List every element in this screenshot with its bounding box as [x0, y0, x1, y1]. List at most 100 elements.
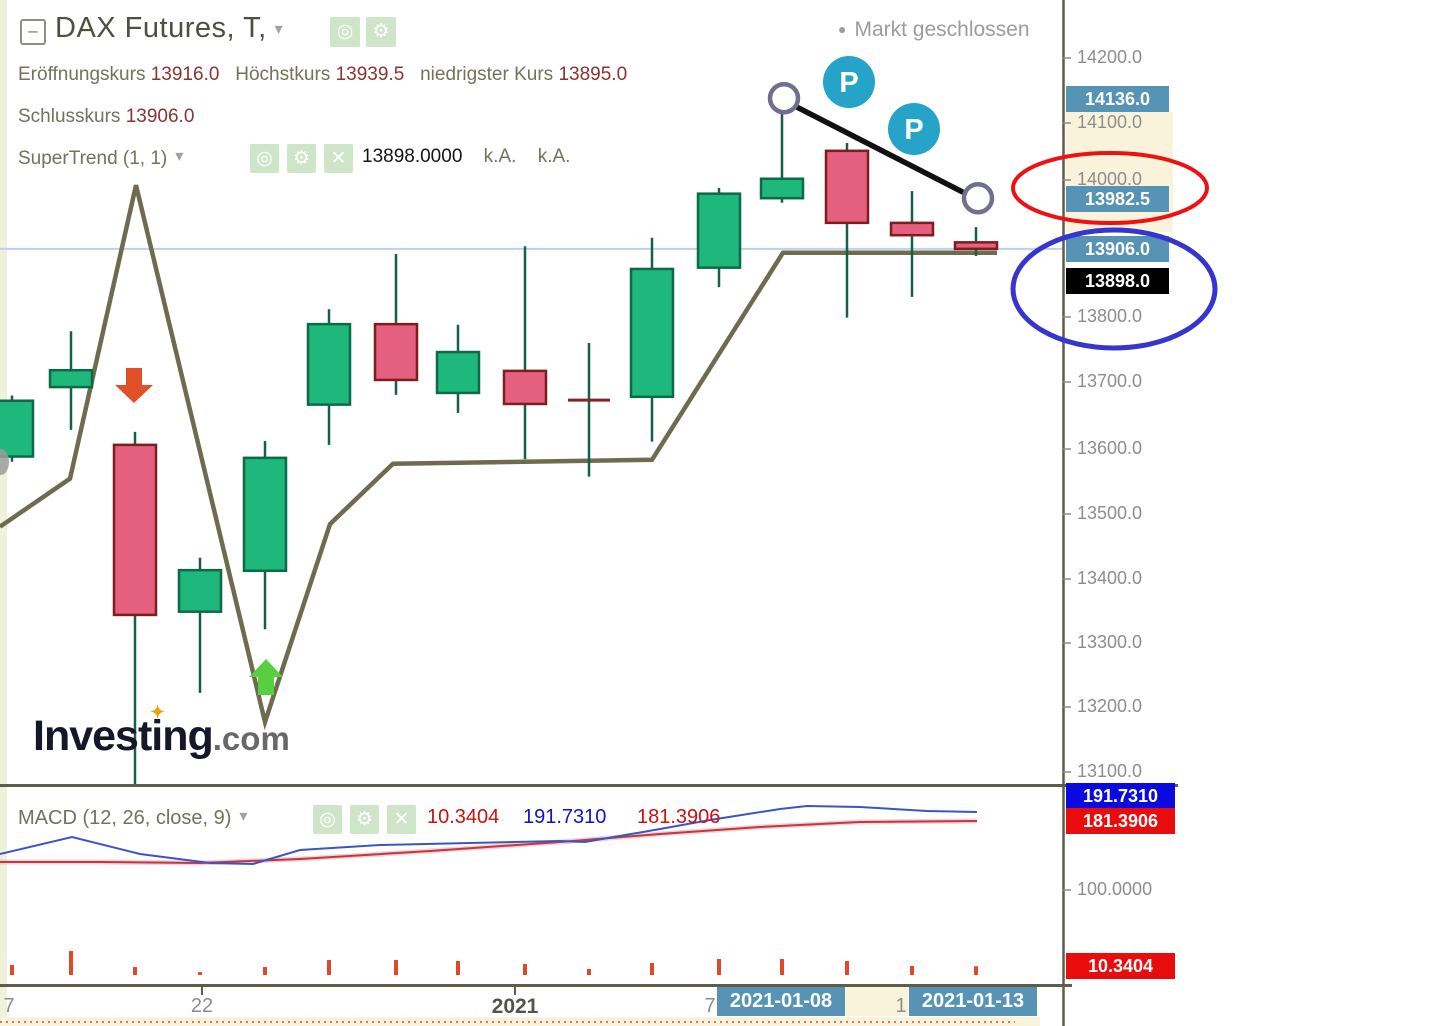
candle — [629, 237, 675, 442]
candle-body — [373, 322, 419, 382]
supertrend-remove-button[interactable]: ✕ — [324, 144, 353, 173]
price-axis-label: 13400.0 — [1077, 568, 1143, 588]
histogram-bar — [10, 964, 14, 975]
candle-body — [306, 322, 352, 406]
price-callout-label: 13906.0 — [1066, 236, 1169, 262]
symbol-dropdown-icon[interactable]: ▾ — [274, 21, 284, 38]
histogram-bar — [650, 962, 654, 975]
trendline-handle[interactable] — [767, 81, 801, 115]
macd-dropdown-icon[interactable]: ▾ — [239, 808, 248, 825]
trendline-handle[interactable] — [961, 181, 995, 215]
price-axis-label: 13600.0 — [1077, 438, 1143, 458]
pivot-badge-letter: P — [839, 67, 858, 99]
candle-body — [177, 568, 223, 613]
ohlc-line: Eröffnungskurs 13916.0 Höchstkurs 13939.… — [18, 64, 627, 86]
histogram-bar — [910, 966, 914, 975]
candle — [502, 246, 548, 460]
price-axis-label: 13800.0 — [1077, 306, 1143, 326]
open-value: 13916.0 — [150, 64, 220, 85]
histogram-bar — [845, 961, 849, 975]
price-callout-label: 14136.0 — [1066, 86, 1169, 112]
macd-remove-button[interactable]: ✕ — [387, 805, 416, 834]
candle — [242, 440, 288, 630]
supertrend-dropdown-icon[interactable]: ▾ — [175, 148, 184, 165]
histogram-bar — [263, 967, 267, 975]
date-callout-label: 2021-01-13 — [909, 987, 1037, 1016]
scroll-handle[interactable] — [0, 449, 9, 475]
candle — [48, 331, 94, 430]
symbol-visibility-button[interactable]: ◎ — [330, 17, 360, 47]
low-value: 13895.0 — [558, 64, 628, 85]
visibility-icon: ◎ — [319, 809, 336, 830]
candle — [373, 254, 419, 395]
pivot-badge[interactable] — [823, 56, 875, 108]
histogram-bar — [974, 966, 978, 975]
investing-logo: Investing.com — [33, 712, 290, 761]
macd-signal-value: 181.3906 — [637, 806, 721, 828]
symbol-title-text: DAX Futures, T, — [55, 12, 267, 44]
pivot-badge-letter: P — [904, 114, 923, 146]
supertrend-settings-button[interactable]: ⚙ — [287, 144, 316, 173]
price-callout-label: 13898.0 — [1066, 268, 1169, 294]
supertrend-visibility-button[interactable]: ◎ — [250, 144, 279, 173]
macd-label: MACD (12, 26, close, 9) — [18, 807, 232, 829]
price-axis-label: 13300.0 — [1077, 632, 1143, 652]
close-line: Schlusskurs 13906.0 — [18, 106, 194, 128]
supertrend-values: 13898.0000 k.A. k.A. — [362, 146, 570, 168]
histogram-bar — [394, 959, 398, 975]
histogram-bar — [133, 967, 137, 975]
price-callout-label: 181.3906 — [1066, 808, 1175, 834]
close-icon: ✕ — [393, 809, 410, 830]
price-callout-label: 13982.5 — [1066, 186, 1169, 212]
trendline-drawing[interactable] — [788, 101, 965, 195]
macd-legend: MACD (12, 26, close, 9) ▾ — [18, 806, 247, 830]
symbol-settings-button[interactable]: ⚙ — [366, 17, 396, 47]
candle-body — [629, 267, 675, 399]
buy-arrow-icon — [249, 659, 283, 695]
time-axis-label: 1 — [895, 995, 907, 1017]
collapse-panel-icon[interactable]: – — [20, 19, 46, 45]
macd-visibility-button[interactable]: ◎ — [313, 805, 342, 834]
high-value: 13939.5 — [335, 64, 405, 85]
high-label: Höchstkurs — [235, 64, 331, 85]
candle — [306, 309, 352, 445]
macd-settings-button[interactable]: ⚙ — [350, 805, 379, 834]
close-value: 13906.0 — [125, 106, 195, 127]
market-status-text: Markt geschlossen — [854, 18, 1030, 41]
gear-icon: ⚙ — [355, 809, 374, 830]
candle-body — [112, 443, 158, 617]
visibility-icon: ◎ — [336, 21, 354, 42]
supertrend-line[interactable] — [0, 184, 997, 731]
pivot-badge[interactable] — [888, 103, 940, 155]
candle-body — [759, 177, 805, 200]
candle-body — [824, 149, 870, 225]
candle — [889, 191, 935, 297]
price-callout-label: 10.3404 — [1066, 953, 1175, 979]
candle-body — [889, 221, 935, 237]
candlestick-series — [0, 111, 999, 785]
candle-body — [502, 369, 548, 406]
price-axis-label: 100.0000 — [1077, 879, 1153, 899]
market-status: ● Markt geschlossen — [838, 18, 1030, 42]
time-axis-label: 7 — [3, 995, 15, 1017]
candle — [568, 342, 610, 477]
logo-flame-icon: ✦ — [150, 702, 166, 722]
histogram-bar — [717, 958, 721, 975]
candle-body — [242, 456, 288, 573]
supertrend-na2: k.A. — [537, 146, 571, 167]
candle — [824, 143, 870, 318]
macd-hist-value: 10.3404 — [427, 806, 500, 828]
supertrend-legend: SuperTrend (1, 1) ▾ — [18, 146, 183, 170]
candle-body — [435, 350, 481, 395]
histogram-bar — [198, 972, 202, 975]
candle-body — [48, 368, 94, 389]
price-axis-label: 13200.0 — [1077, 696, 1143, 716]
candle — [759, 111, 805, 203]
time-axis-label: 22 — [190, 995, 214, 1017]
gear-icon: ⚙ — [292, 148, 311, 169]
price-callout-label: 191.7310 — [1066, 783, 1175, 809]
candle — [177, 557, 223, 693]
supertrend-value: 13898.0000 — [362, 146, 463, 167]
